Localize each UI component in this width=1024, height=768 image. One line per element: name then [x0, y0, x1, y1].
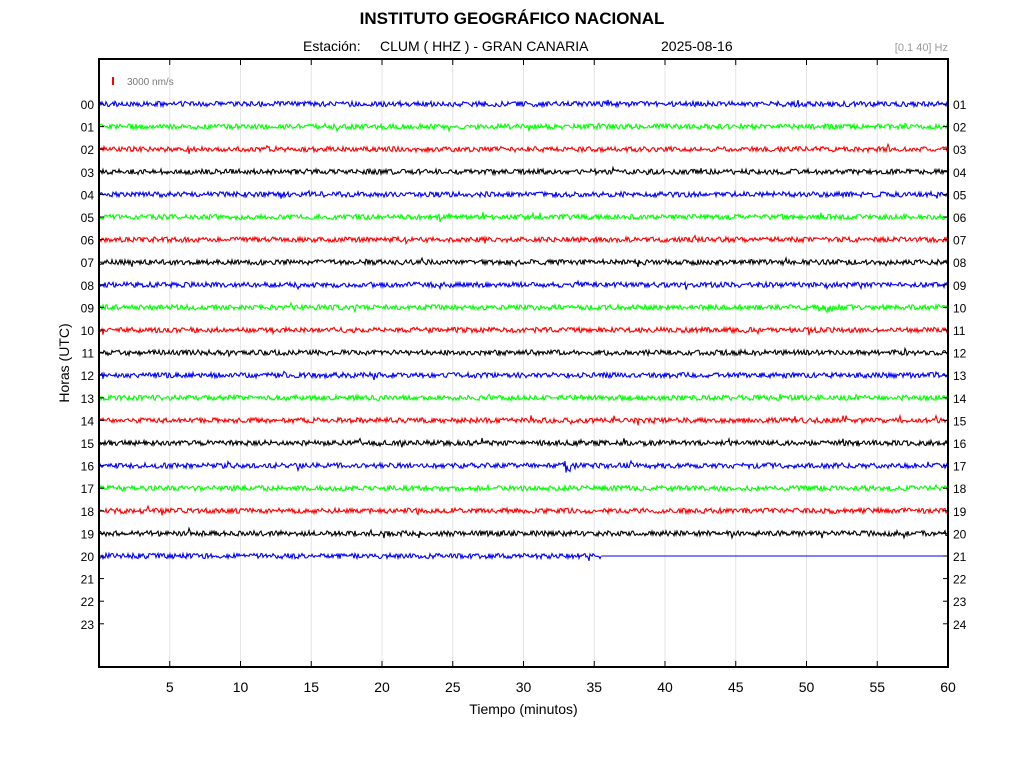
x-tick-label: 40 — [657, 679, 673, 695]
record-date: 2025-08-16 — [661, 38, 733, 54]
trace-hour-16 — [99, 459, 949, 473]
trace-hour-03 — [99, 165, 949, 177]
trace-hour-07 — [99, 256, 949, 268]
hour-label-right: 05 — [953, 188, 967, 202]
hour-label-right: 24 — [953, 618, 967, 632]
hour-label-left: 18 — [81, 505, 95, 519]
hour-label-right: 15 — [953, 414, 967, 428]
hour-label-right: 12 — [953, 347, 967, 361]
station-value: CLUM ( HHZ ) - GRAN CANARIA — [380, 38, 589, 54]
trace-hour-02 — [99, 142, 949, 155]
x-tick-label: 5 — [166, 679, 174, 695]
hour-label-right: 01 — [953, 98, 967, 112]
hour-label-left: 22 — [81, 595, 95, 609]
x-tick-label: 45 — [728, 679, 744, 695]
station-label: Estación: — [303, 38, 361, 54]
hour-label-left: 04 — [81, 188, 95, 202]
label-layer: 5 10 15 20 25 30 35 40 45 50 55 60 00 01 02 03 04 05 06 07 0… — [56, 59, 967, 717]
hour-label-left: 20 — [81, 550, 95, 564]
hour-label-right: 13 — [953, 369, 967, 383]
trace-hour-04 — [99, 189, 948, 199]
hour-label-right: 08 — [953, 256, 967, 270]
hour-label-right: 02 — [953, 121, 967, 135]
trace-hour-11 — [99, 346, 949, 358]
hour-label-left: 08 — [81, 279, 95, 293]
x-tick-label: 30 — [516, 679, 532, 695]
trace-hour-20 — [99, 551, 602, 561]
hour-label-right: 18 — [953, 482, 967, 496]
grid-layer — [169, 59, 878, 667]
scale-bar — [112, 77, 114, 85]
trace-hour-13 — [99, 393, 949, 403]
hour-label-right: 20 — [953, 527, 967, 541]
trace-hour-19 — [99, 526, 949, 540]
hour-label-left: 21 — [81, 573, 95, 587]
trace-layer — [99, 99, 949, 561]
hour-label-left: 19 — [81, 527, 95, 541]
hour-label-right: 07 — [953, 234, 967, 248]
page-title: INSTITUTO GEOGRÁFICO NACIONAL — [359, 9, 665, 28]
hour-label-left: 05 — [81, 211, 95, 225]
hour-label-right: 17 — [953, 460, 967, 474]
hour-label-left: 16 — [81, 460, 95, 474]
hour-label-right: 11 — [953, 324, 966, 338]
trace-hour-18 — [99, 504, 949, 516]
hour-label-right: 09 — [953, 279, 967, 293]
hour-label-right: 06 — [953, 211, 967, 225]
hour-label-left: 03 — [81, 166, 95, 180]
x-tick-label: 25 — [445, 679, 461, 695]
hour-label-right: 21 — [953, 550, 967, 564]
x-tick-label: 60 — [940, 679, 956, 695]
hour-label-left: 15 — [81, 437, 95, 451]
x-tick-label: 20 — [374, 679, 390, 695]
hour-label-right: 23 — [953, 595, 967, 609]
trace-hour-15 — [99, 436, 949, 448]
x-tick-label: 35 — [586, 679, 602, 695]
trace-hour-08 — [99, 279, 949, 291]
hour-label-left: 02 — [81, 143, 95, 157]
hour-label-left: 00 — [81, 98, 95, 112]
trace-hour-09 — [99, 301, 949, 314]
x-tick-label: 15 — [303, 679, 319, 695]
hour-label-right: 16 — [953, 437, 967, 451]
hour-label-left: 10 — [81, 324, 95, 338]
hour-label-left: 07 — [81, 256, 95, 270]
y-axis-title: Horas (UTC) — [56, 323, 72, 402]
hour-label-left: 13 — [81, 392, 95, 406]
hour-label-left: 14 — [81, 414, 95, 428]
x-axis-title: Tiempo (minutos) — [469, 701, 577, 717]
trace-hour-14 — [99, 413, 949, 426]
x-tick-label: 10 — [233, 679, 249, 695]
trace-hour-05 — [99, 211, 949, 222]
hour-label-right: 10 — [953, 301, 967, 315]
trace-hour-17 — [99, 483, 949, 493]
trace-hour-12 — [99, 370, 949, 381]
hour-label-left: 23 — [81, 618, 95, 632]
hour-label-left: 06 — [81, 234, 95, 248]
hour-label-right: 19 — [953, 505, 967, 519]
hour-label-right: 03 — [953, 143, 967, 157]
hour-label-right: 04 — [953, 166, 967, 180]
trace-hour-01 — [99, 121, 949, 133]
hour-label-left: 12 — [81, 369, 95, 383]
trace-hour-00 — [99, 99, 949, 109]
hour-label-left: 11 — [82, 347, 95, 361]
hour-label-left: 17 — [81, 482, 95, 496]
filter-band: [0.1 40] Hz — [894, 42, 948, 54]
trace-hour-10 — [99, 325, 949, 336]
x-tick-label: 55 — [869, 679, 885, 695]
hour-label-left: 09 — [81, 301, 95, 315]
hour-label-right: 22 — [953, 573, 967, 587]
trace-hour-06 — [99, 234, 949, 246]
hour-label-left: 01 — [81, 121, 95, 135]
hour-label-right: 14 — [953, 392, 967, 406]
x-tick-label: 50 — [799, 679, 815, 695]
scale-bar-label: 3000 nm/s — [127, 77, 174, 88]
